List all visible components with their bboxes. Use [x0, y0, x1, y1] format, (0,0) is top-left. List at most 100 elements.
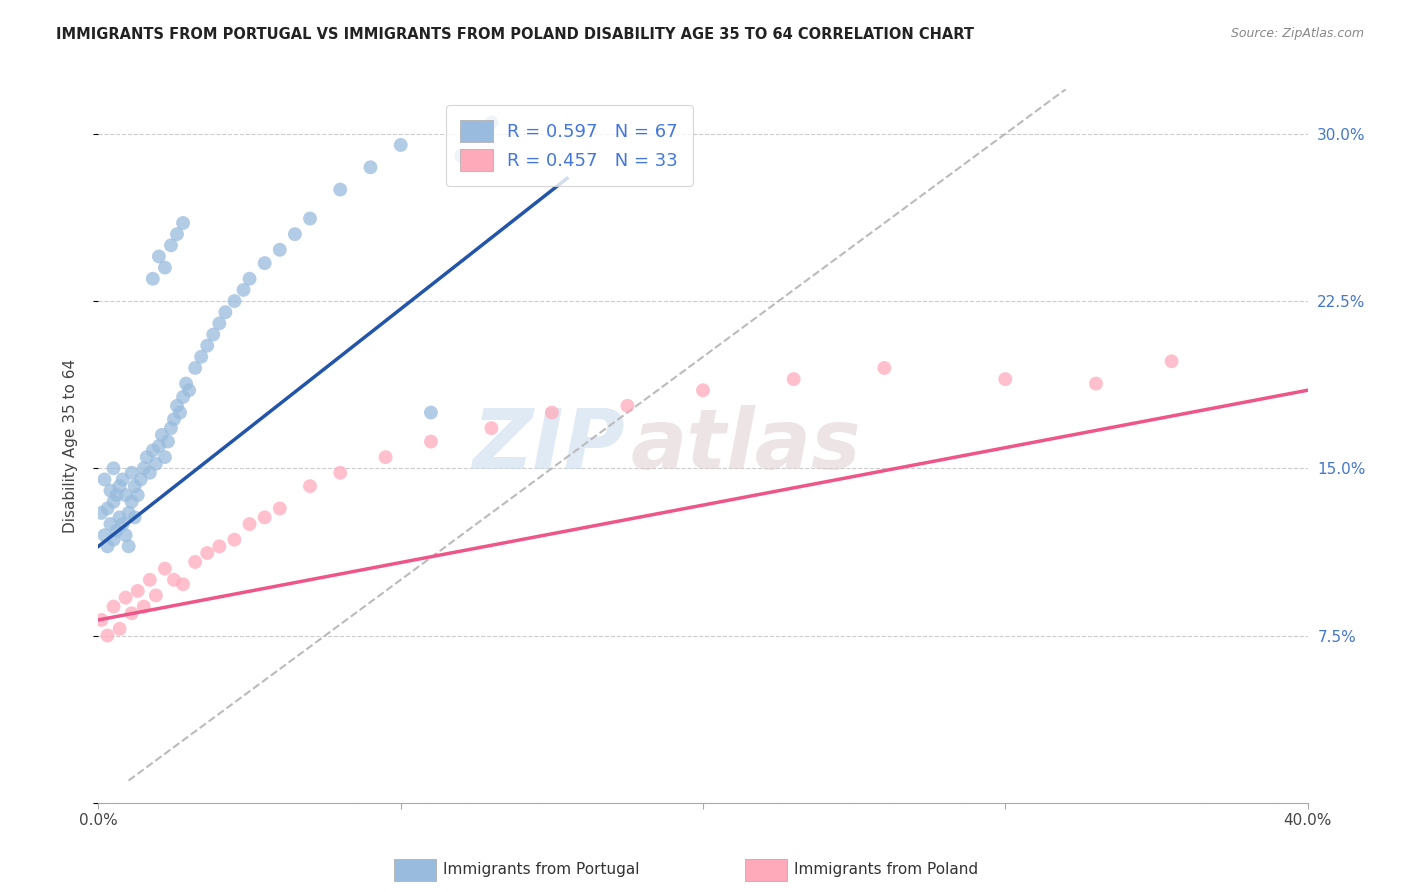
- Point: [166, 227, 188, 241]
- Point: [114, 528, 136, 542]
- Legend: R = 0.597   N = 67, R = 0.457   N = 33: R = 0.597 N = 67, R = 0.457 N = 33: [446, 105, 693, 186]
- Point: [90, 613, 112, 627]
- Point: [239, 271, 262, 285]
- Point: [111, 516, 134, 531]
- Point: [195, 546, 218, 560]
- Point: [96, 628, 118, 642]
- Point: [142, 271, 165, 285]
- Point: [135, 450, 157, 464]
- Point: [148, 439, 170, 453]
- Point: [114, 488, 136, 502]
- Point: [127, 488, 149, 502]
- Point: [208, 539, 231, 553]
- Point: [172, 216, 194, 230]
- Point: [121, 607, 143, 621]
- Point: [1085, 376, 1108, 391]
- Point: [124, 510, 146, 524]
- Point: [103, 533, 125, 547]
- Point: [360, 161, 382, 175]
- Point: [111, 473, 134, 487]
- Point: [692, 384, 714, 398]
- Point: [153, 260, 176, 275]
- Point: [389, 137, 412, 152]
- Y-axis label: Disability Age 35 to 64: Disability Age 35 to 64: [63, 359, 77, 533]
- Point: [93, 473, 115, 487]
- Point: [873, 360, 896, 375]
- Text: Immigrants from Poland: Immigrants from Poland: [794, 863, 979, 877]
- Point: [172, 577, 194, 591]
- Point: [160, 238, 183, 252]
- Point: [166, 399, 188, 413]
- Point: [232, 283, 254, 297]
- Point: [163, 412, 186, 426]
- Point: [103, 494, 125, 508]
- Point: [253, 510, 276, 524]
- Point: [132, 599, 155, 614]
- Point: [540, 405, 562, 419]
- Point: [96, 539, 118, 553]
- Point: [224, 293, 246, 308]
- Point: [163, 573, 186, 587]
- Point: [184, 555, 207, 569]
- Text: Source: ZipAtlas.com: Source: ZipAtlas.com: [1230, 27, 1364, 40]
- Point: [153, 450, 176, 464]
- Point: [994, 372, 1017, 386]
- Point: [420, 434, 443, 449]
- Point: [481, 421, 503, 435]
- Point: [329, 182, 352, 196]
- Text: Immigrants from Portugal: Immigrants from Portugal: [443, 863, 640, 877]
- Point: [172, 390, 194, 404]
- Point: [139, 466, 162, 480]
- Text: atlas: atlas: [630, 406, 860, 486]
- Point: [108, 510, 131, 524]
- Point: [450, 149, 472, 163]
- Point: [129, 473, 152, 487]
- Point: [616, 399, 638, 413]
- Point: [108, 622, 131, 636]
- Point: [214, 305, 236, 319]
- Point: [93, 528, 115, 542]
- Point: [118, 506, 141, 520]
- Point: [420, 405, 443, 419]
- Point: [1160, 354, 1182, 368]
- Point: [374, 450, 396, 464]
- Point: [105, 488, 128, 502]
- Point: [169, 405, 191, 419]
- Point: [156, 434, 179, 449]
- Point: [299, 211, 322, 226]
- Text: ZIP: ZIP: [472, 406, 624, 486]
- Point: [481, 115, 503, 129]
- Point: [145, 457, 167, 471]
- Point: [142, 443, 165, 458]
- Point: [284, 227, 307, 241]
- Point: [160, 421, 183, 435]
- Point: [139, 573, 162, 587]
- Point: [783, 372, 806, 386]
- Point: [121, 494, 143, 508]
- Point: [127, 583, 149, 598]
- Point: [224, 533, 246, 547]
- Point: [118, 539, 141, 553]
- Point: [269, 501, 291, 516]
- Point: [184, 360, 207, 375]
- Point: [329, 466, 352, 480]
- Point: [253, 256, 276, 270]
- Point: [150, 427, 173, 442]
- Point: [103, 461, 125, 475]
- Point: [90, 506, 112, 520]
- Point: [114, 591, 136, 605]
- Point: [202, 327, 225, 342]
- Point: [96, 501, 118, 516]
- Point: [145, 589, 167, 603]
- Point: [132, 461, 155, 475]
- Point: [174, 376, 197, 391]
- Point: [195, 338, 218, 352]
- Point: [121, 466, 143, 480]
- Point: [299, 479, 322, 493]
- Point: [108, 479, 131, 493]
- Point: [105, 524, 128, 538]
- Point: [153, 562, 176, 576]
- Point: [190, 350, 212, 364]
- Text: IMMIGRANTS FROM PORTUGAL VS IMMIGRANTS FROM POLAND DISABILITY AGE 35 TO 64 CORRE: IMMIGRANTS FROM PORTUGAL VS IMMIGRANTS F…: [56, 27, 974, 42]
- Point: [239, 516, 262, 531]
